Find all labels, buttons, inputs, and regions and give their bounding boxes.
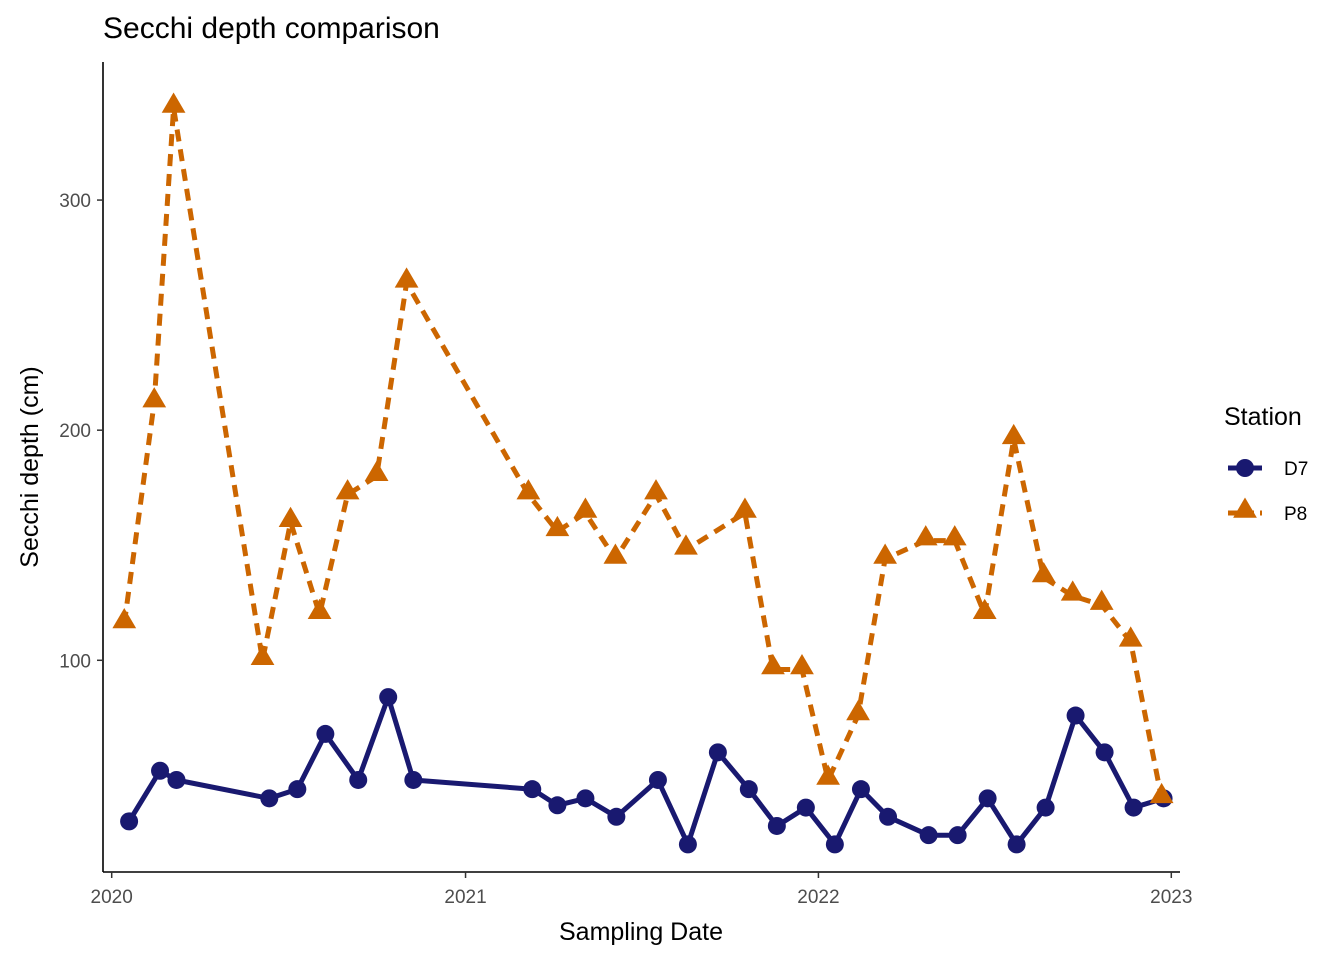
legend-label: D7 (1284, 459, 1308, 480)
axes (102, 62, 1180, 873)
data-point-d7 (379, 688, 398, 707)
legend: Station D7 P8 (1224, 403, 1308, 525)
data-point-d7 (739, 780, 758, 799)
series-p8 (112, 92, 1174, 804)
legend-item-d7: D7 (1228, 459, 1308, 480)
chart-title: Secchi depth comparison (103, 12, 440, 45)
legend-title: Station (1224, 403, 1302, 431)
data-point-p8 (394, 267, 419, 288)
data-point-p8 (846, 700, 870, 721)
data-point-d7 (120, 812, 139, 831)
data-point-p8 (250, 644, 275, 666)
data-point-p8 (1060, 580, 1085, 601)
data-point-p8 (1118, 626, 1143, 647)
series-layer (112, 92, 1174, 854)
y-tick-label: 100 (59, 651, 91, 672)
data-point-d7 (796, 798, 815, 817)
data-point-d7 (825, 835, 844, 854)
data-point-p8 (364, 460, 389, 481)
data-point-p8 (942, 525, 967, 546)
legend-key-marker (1233, 497, 1257, 518)
data-point-p8 (674, 534, 698, 555)
legend-item-p8: P8 (1228, 497, 1307, 525)
y-tick-label: 300 (59, 191, 91, 212)
y-ticks: 100 200 300 (59, 191, 103, 672)
data-point-d7 (523, 780, 542, 799)
data-point-d7 (948, 826, 967, 845)
data-point-d7 (879, 807, 898, 826)
x-tick-label: 2021 (444, 887, 486, 908)
data-point-d7 (678, 835, 697, 854)
data-point-p8 (603, 543, 628, 564)
data-point-p8 (545, 515, 570, 537)
data-point-p8 (761, 654, 785, 675)
data-point-p8 (142, 387, 167, 408)
data-point-d7 (404, 770, 423, 789)
data-point-d7 (548, 796, 567, 815)
data-point-p8 (1149, 782, 1174, 804)
legend-key-marker (1236, 459, 1254, 477)
data-point-d7 (1066, 706, 1085, 725)
data-point-d7 (1095, 743, 1114, 762)
data-point-p8 (790, 654, 814, 675)
data-point-d7 (978, 789, 997, 808)
data-point-d7 (708, 743, 727, 762)
data-point-d7 (151, 761, 170, 780)
data-point-d7 (648, 770, 667, 789)
data-point-p8 (873, 543, 898, 564)
data-point-d7 (1124, 798, 1143, 817)
series-line-d7 (126, 694, 1167, 847)
data-point-p8 (1089, 589, 1114, 610)
data-point-d7 (576, 789, 595, 808)
data-point-p8 (335, 479, 360, 500)
data-point-p8 (573, 497, 598, 518)
data-point-p8 (278, 506, 303, 527)
data-point-d7 (288, 780, 307, 799)
x-tick-label: 2023 (1150, 887, 1192, 908)
x-axis-title: Sampling Date (559, 918, 723, 946)
data-point-d7 (349, 770, 368, 789)
data-point-d7 (767, 816, 786, 835)
data-point-p8 (972, 598, 997, 620)
x-tick-label: 2020 (91, 887, 133, 908)
series-line-p8 (121, 105, 1165, 799)
data-point-p8 (1031, 561, 1056, 583)
data-point-d7 (260, 789, 279, 808)
legend-label: P8 (1284, 504, 1307, 525)
data-point-d7 (607, 807, 626, 826)
data-point-d7 (851, 780, 870, 799)
data-point-p8 (1001, 423, 1026, 445)
data-point-p8 (112, 607, 137, 629)
data-point-d7 (919, 826, 938, 845)
data-point-d7 (167, 770, 186, 789)
data-point-p8 (516, 479, 541, 500)
series-d7 (120, 688, 1173, 854)
data-point-p8 (733, 497, 757, 518)
x-ticks: 2020 2021 2022 2023 (91, 872, 1192, 908)
data-point-p8 (644, 479, 668, 500)
data-point-d7 (1007, 835, 1026, 854)
data-point-d7 (316, 724, 335, 743)
y-axis-title: Secchi depth (cm) (16, 366, 44, 567)
data-point-p8 (816, 764, 840, 785)
x-tick-label: 2022 (797, 887, 839, 908)
data-point-p8 (161, 92, 186, 113)
data-point-d7 (1036, 798, 1055, 817)
data-point-p8 (913, 525, 938, 546)
data-point-p8 (307, 598, 332, 620)
legend-items: D7 P8 (1228, 459, 1308, 525)
y-tick-label: 200 (59, 421, 91, 442)
